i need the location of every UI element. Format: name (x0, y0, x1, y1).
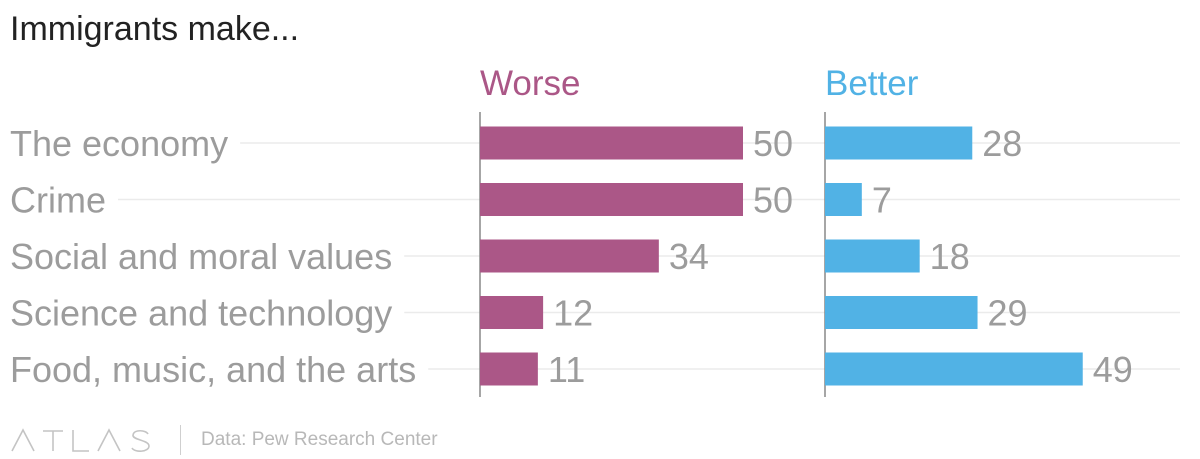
value-label: 34 (669, 236, 709, 277)
category-label: Crime (10, 180, 106, 221)
value-label: 29 (988, 293, 1028, 334)
footer-divider (180, 425, 181, 455)
category-label: The economy (10, 123, 228, 164)
bar-better (825, 183, 862, 216)
value-label: 50 (753, 180, 793, 221)
category-label: Food, music, and the arts (10, 349, 416, 390)
bar-better (825, 352, 1083, 386)
bar-better (825, 126, 973, 160)
value-label: 49 (1093, 349, 1133, 390)
value-label: 11 (548, 349, 585, 390)
value-label: 18 (930, 236, 970, 277)
series-header-worse: Worse (480, 64, 581, 103)
value-label: 28 (982, 123, 1022, 164)
bar-worse (480, 239, 659, 273)
bar-worse (480, 352, 538, 386)
bar-worse (480, 126, 743, 160)
bar-worse (480, 296, 544, 329)
bar-better (825, 296, 978, 329)
category-label: Science and technology (10, 293, 392, 334)
source-note: Data: Pew Research Center (201, 429, 438, 450)
category-label: Social and moral values (10, 236, 392, 277)
bar-better (825, 239, 920, 273)
atlas-logo (11, 428, 150, 452)
chart-title: Immigrants make... (10, 10, 300, 48)
bar-worse (480, 183, 743, 216)
footer: Data: Pew Research Center (10, 424, 438, 456)
series-header-better: Better (825, 64, 919, 103)
value-label: 7 (872, 180, 892, 221)
value-label: 50 (753, 123, 793, 164)
value-label: 12 (553, 293, 593, 334)
